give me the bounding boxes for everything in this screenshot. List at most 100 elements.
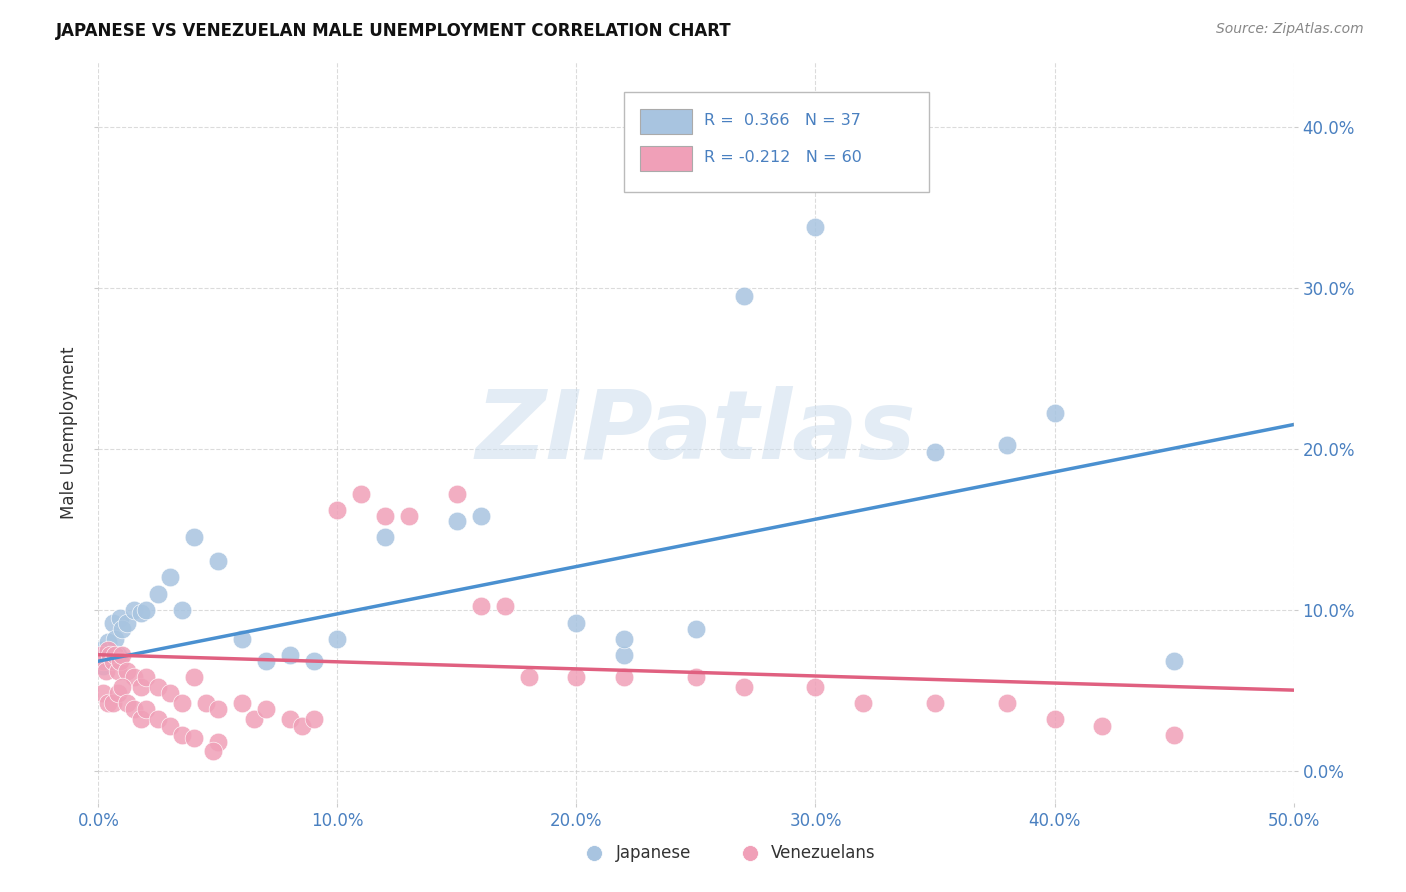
Point xyxy=(115,696,138,710)
Point xyxy=(302,654,325,668)
Text: JAPANESE VS VENEZUELAN MALE UNEMPLOYMENT CORRELATION CHART: JAPANESE VS VENEZUELAN MALE UNEMPLOYMENT… xyxy=(56,22,733,40)
Point xyxy=(135,702,157,716)
Point xyxy=(159,718,181,732)
Point xyxy=(97,696,120,710)
Point xyxy=(326,632,349,646)
Point xyxy=(115,615,138,630)
Point xyxy=(494,599,516,614)
Point xyxy=(97,643,120,657)
Point xyxy=(98,654,122,668)
Point xyxy=(446,514,468,528)
Text: ZIPatlas: ZIPatlas xyxy=(475,386,917,479)
Point xyxy=(111,680,134,694)
Point xyxy=(108,654,131,668)
Point xyxy=(243,712,266,726)
Point xyxy=(1043,712,1066,726)
FancyBboxPatch shape xyxy=(640,109,692,135)
Point xyxy=(172,602,194,616)
Y-axis label: Male Unemployment: Male Unemployment xyxy=(60,346,79,519)
Point xyxy=(398,509,420,524)
Point xyxy=(131,680,153,694)
Point xyxy=(374,509,396,524)
Point xyxy=(111,622,134,636)
Point xyxy=(924,696,946,710)
Point xyxy=(733,680,755,694)
Point xyxy=(202,744,225,758)
Point xyxy=(131,606,153,620)
Point xyxy=(1163,728,1185,742)
Point xyxy=(1091,718,1114,732)
Point xyxy=(107,664,129,678)
Point xyxy=(101,654,124,668)
Point xyxy=(115,664,138,678)
Point xyxy=(101,615,124,630)
Point xyxy=(685,622,707,636)
Point xyxy=(995,438,1018,452)
Point xyxy=(90,643,112,657)
Point xyxy=(278,712,301,726)
Point xyxy=(111,648,134,662)
Point xyxy=(124,670,146,684)
Point xyxy=(104,632,127,646)
Point xyxy=(613,648,636,662)
Point xyxy=(207,702,229,716)
Point xyxy=(231,696,253,710)
Point xyxy=(374,530,396,544)
Point xyxy=(565,670,588,684)
Point xyxy=(278,648,301,662)
Point xyxy=(124,602,146,616)
Point xyxy=(254,702,277,716)
Point xyxy=(159,570,181,584)
Point xyxy=(159,686,181,700)
Point xyxy=(1080,873,1102,888)
Text: R =  0.366   N = 37: R = 0.366 N = 37 xyxy=(704,113,862,128)
Text: Venezuelans: Venezuelans xyxy=(772,844,876,863)
Point xyxy=(94,648,117,662)
Point xyxy=(101,696,124,710)
Point xyxy=(613,632,636,646)
Point xyxy=(98,648,122,662)
Point xyxy=(183,731,205,746)
Point xyxy=(254,654,277,668)
Point xyxy=(90,648,112,662)
Point xyxy=(517,670,540,684)
Point xyxy=(172,728,194,742)
Point xyxy=(613,670,636,684)
Point xyxy=(291,718,314,732)
Point xyxy=(107,686,129,700)
Point xyxy=(995,696,1018,710)
Point xyxy=(135,602,157,616)
Point xyxy=(350,487,373,501)
FancyBboxPatch shape xyxy=(640,146,692,171)
Point xyxy=(91,654,114,668)
Point xyxy=(172,696,194,710)
Point xyxy=(207,554,229,568)
Point xyxy=(565,615,588,630)
Point xyxy=(135,670,157,684)
Point xyxy=(685,670,707,684)
Point xyxy=(91,686,114,700)
Point xyxy=(131,712,153,726)
Point xyxy=(804,680,827,694)
Point xyxy=(1043,406,1066,420)
Point xyxy=(195,696,218,710)
Point xyxy=(470,509,492,524)
Point xyxy=(804,219,827,234)
Point xyxy=(183,670,205,684)
Point xyxy=(326,503,349,517)
Text: Source: ZipAtlas.com: Source: ZipAtlas.com xyxy=(1216,22,1364,37)
Point xyxy=(852,696,875,710)
Point xyxy=(207,734,229,748)
Text: Japanese: Japanese xyxy=(616,844,692,863)
Point xyxy=(1163,654,1185,668)
Point xyxy=(107,648,129,662)
Point xyxy=(446,487,468,501)
Point xyxy=(148,586,170,600)
Point xyxy=(231,632,253,646)
FancyBboxPatch shape xyxy=(624,92,929,192)
Text: R = -0.212   N = 60: R = -0.212 N = 60 xyxy=(704,151,862,165)
Point xyxy=(108,610,131,624)
Point xyxy=(148,680,170,694)
Point xyxy=(183,530,205,544)
Point xyxy=(733,289,755,303)
